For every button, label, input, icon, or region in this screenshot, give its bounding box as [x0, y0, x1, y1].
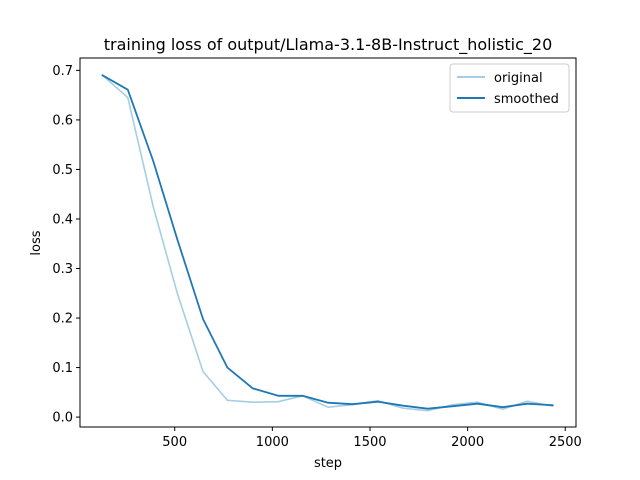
y-tick-label: 0.2	[52, 312, 73, 327]
x-tick-label: 1000	[256, 435, 289, 450]
legend: original smoothed	[449, 63, 570, 113]
y-tick-label: 0.6	[52, 113, 73, 128]
x-tick-label: 2000	[451, 435, 484, 450]
y-axis-label: loss	[29, 230, 44, 255]
y-tick-label: 0.7	[52, 64, 73, 79]
x-axis-label: step	[314, 456, 342, 471]
y-axis: 0.0 0.1 0.2 0.3 0.4 0.5 0.6 0.7	[52, 64, 80, 426]
chart-title: training loss of output/Llama-3.1-8B-Ins…	[104, 35, 553, 55]
legend-label-smoothed: smoothed	[494, 92, 559, 107]
series-layer	[101, 74, 554, 412]
plot-frame	[79, 57, 577, 428]
series-line-smoothed	[101, 74, 554, 410]
legend-label-original: original	[494, 71, 543, 86]
y-tick-label: 0.4	[52, 212, 73, 227]
x-tick-label: 500	[162, 435, 187, 450]
y-tick-label: 0.5	[52, 163, 73, 178]
x-tick-label: 1500	[353, 435, 386, 450]
y-tick-label: 0.0	[52, 411, 73, 426]
x-tick-label: 2500	[549, 435, 582, 450]
y-tick-label: 0.3	[52, 262, 73, 277]
x-axis: 500 1000 1500 2000 2500	[162, 427, 582, 450]
plot-area	[80, 58, 576, 427]
series-line-original	[101, 74, 554, 412]
y-tick-label: 0.1	[52, 361, 73, 376]
